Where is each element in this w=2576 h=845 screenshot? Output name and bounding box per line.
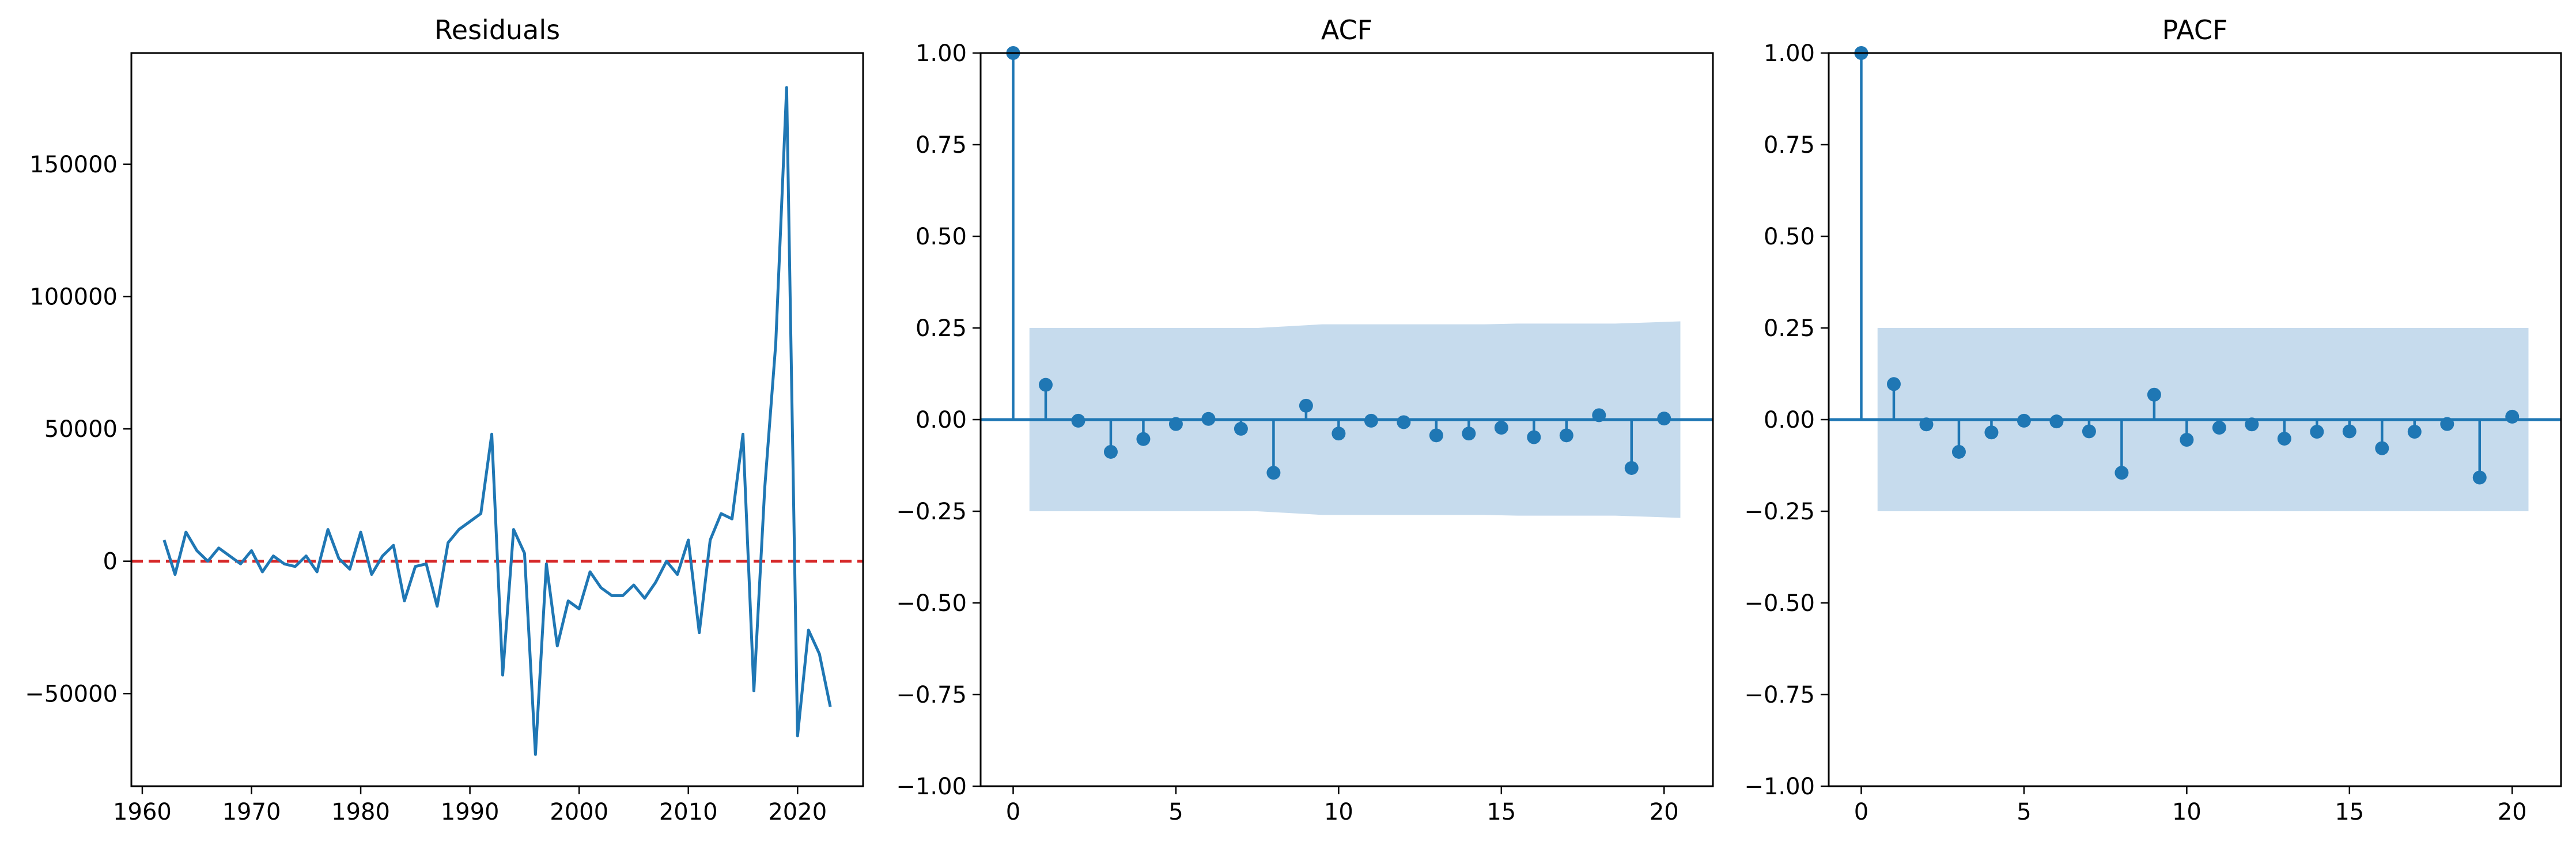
stem-marker-lag-18 bbox=[2440, 417, 2454, 431]
stem-marker-lag-8 bbox=[2114, 466, 2129, 480]
y-tick-label: −0.25 bbox=[896, 499, 967, 525]
x-tick-label: 2020 bbox=[768, 799, 827, 825]
x-tick-label: 1960 bbox=[113, 799, 172, 825]
axes-frame bbox=[130, 52, 864, 787]
stem-marker-lag-8 bbox=[1266, 466, 1281, 480]
stem-marker-lag-14 bbox=[2310, 424, 2324, 439]
stem-marker-lag-10 bbox=[2180, 432, 2194, 447]
x-tick-label: 1990 bbox=[441, 799, 500, 825]
stem-marker-lag-3 bbox=[1951, 444, 1966, 459]
stem-marker-lag-19 bbox=[2472, 470, 2487, 485]
stem-marker-lag-16 bbox=[1527, 430, 1541, 444]
y-tick-label: 0.75 bbox=[916, 132, 967, 159]
stem-marker-lag-18 bbox=[1592, 408, 1606, 423]
stem-marker-lag-20 bbox=[2505, 409, 2520, 424]
chart-title: PACF bbox=[2162, 14, 2227, 46]
stem-marker-lag-17 bbox=[1559, 428, 1573, 443]
x-tick-label: 2000 bbox=[550, 799, 608, 825]
chart-panel-acf: ACF 0 5 10 15 20 −1.00 −0.75 −0.50 −0.25 0.00 0.25 0… bbox=[896, 14, 1714, 825]
stem-marker-lag-2 bbox=[1919, 417, 1934, 432]
y-tick-label: −1.00 bbox=[896, 774, 967, 800]
x-tick-label: 10 bbox=[2172, 799, 2201, 825]
stem-marker-lag-4 bbox=[1136, 432, 1151, 446]
y-tick-label: 0 bbox=[103, 549, 118, 575]
y-tick-label: −0.75 bbox=[896, 682, 967, 708]
residuals-series-line bbox=[162, 86, 832, 756]
stem-marker-lag-20 bbox=[1657, 412, 1671, 426]
stem-marker-lag-11 bbox=[2212, 420, 2226, 435]
x-tick-label: 0 bbox=[1854, 799, 1868, 825]
stem-marker-lag-7 bbox=[1234, 421, 1248, 436]
y-tick-label: 0.50 bbox=[1764, 224, 1815, 250]
x-tick-label: 15 bbox=[2335, 799, 2364, 825]
stem-marker-lag-15 bbox=[2342, 424, 2356, 439]
stem-marker-lag-4 bbox=[1984, 425, 1999, 440]
y-tick-label: 0.25 bbox=[916, 315, 967, 342]
y-tick-label: 1.00 bbox=[916, 40, 967, 67]
stem-marker-lag-12 bbox=[2245, 417, 2259, 432]
stem-marker-lag-19 bbox=[1624, 461, 1639, 475]
stem-marker-lag-14 bbox=[1462, 427, 1476, 441]
x-tick-label: 0 bbox=[1006, 799, 1020, 825]
y-tick-label: −0.75 bbox=[1744, 682, 1815, 708]
y-tick-label: 0.75 bbox=[1764, 132, 1815, 159]
y-tick-label: −1.00 bbox=[1744, 774, 1815, 800]
stem-marker-lag-17 bbox=[2407, 424, 2422, 439]
stem-marker-lag-5 bbox=[2017, 413, 2031, 428]
y-tick-label: −50000 bbox=[25, 681, 118, 707]
y-tick-label: 50000 bbox=[44, 416, 118, 443]
y-tick-label: 100000 bbox=[29, 284, 118, 310]
x-tick-label: 20 bbox=[2498, 799, 2527, 825]
stem-marker-lag-2 bbox=[1071, 413, 1085, 428]
y-tick-label: 0.25 bbox=[1764, 315, 1815, 342]
stem-marker-lag-5 bbox=[1168, 417, 1183, 431]
stem-marker-lag-6 bbox=[1201, 412, 1216, 426]
stem-marker-lag-15 bbox=[1494, 420, 1508, 435]
x-tick-label: 1970 bbox=[222, 799, 281, 825]
x-tick-label: 5 bbox=[2017, 799, 2031, 825]
stem-marker-lag-13 bbox=[2277, 432, 2291, 446]
chart-panel-pacf: PACF 0 5 10 15 20 −1.00 −0.75 −0.50 −0.25 0.00 0.25… bbox=[1744, 14, 2562, 825]
chart-title: Residuals bbox=[434, 14, 560, 46]
stem-marker-lag-9 bbox=[2147, 387, 2161, 402]
chart-title: ACF bbox=[1321, 14, 1372, 46]
x-tick-label: 2010 bbox=[659, 799, 718, 825]
stem-marker-lag-3 bbox=[1103, 444, 1118, 459]
stem-marker-lag-1 bbox=[1886, 377, 1901, 391]
y-tick-label: 0.00 bbox=[916, 407, 967, 433]
stem-marker-lag-9 bbox=[1299, 398, 1313, 413]
stem-marker-lag-1 bbox=[1038, 378, 1053, 392]
y-tick-label: −0.25 bbox=[1744, 499, 1815, 525]
x-tick-label: 1980 bbox=[331, 799, 390, 825]
y-tick-label: −0.50 bbox=[896, 590, 967, 617]
stem-marker-lag-7 bbox=[2082, 424, 2096, 439]
chart-panel-residuals: Residuals 1960 1970 1980 1990 2000 2010 2020 −50… bbox=[25, 14, 864, 825]
y-tick-label: −0.50 bbox=[1744, 590, 1815, 617]
stem-marker-lag-12 bbox=[1397, 415, 1411, 429]
stem-marker-lag-10 bbox=[1331, 427, 1346, 441]
stem-marker-lag-6 bbox=[2049, 414, 2064, 429]
x-tick-label: 20 bbox=[1650, 799, 1679, 825]
stem-marker-lag-11 bbox=[1364, 413, 1378, 428]
y-tick-label: 0.00 bbox=[1764, 407, 1815, 433]
stem-marker-lag-16 bbox=[2375, 441, 2389, 455]
x-tick-label: 15 bbox=[1486, 799, 1516, 825]
y-tick-label: 0.50 bbox=[916, 224, 967, 250]
x-tick-label: 10 bbox=[1324, 799, 1353, 825]
stem-marker-lag-13 bbox=[1429, 428, 1443, 443]
y-tick-label: 150000 bbox=[29, 152, 118, 178]
x-tick-label: 5 bbox=[1168, 799, 1183, 825]
y-tick-label: 1.00 bbox=[1764, 40, 1815, 67]
